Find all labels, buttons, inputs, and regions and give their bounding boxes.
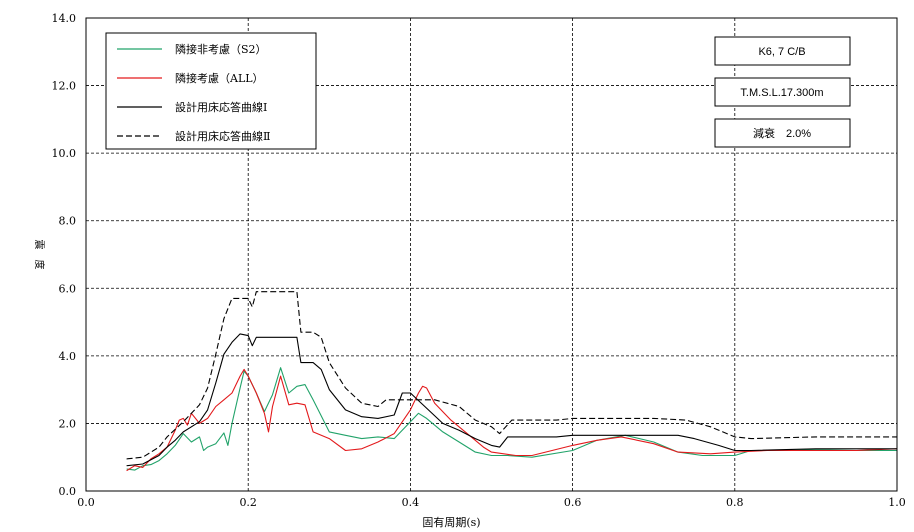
y-tick-label: 0.0 xyxy=(59,485,77,498)
y-tick-label: 8.0 xyxy=(59,215,77,228)
y-tick-label: 2.0 xyxy=(59,417,77,430)
series-line-3 xyxy=(126,333,897,467)
x-tick-label: 0.4 xyxy=(402,496,420,509)
axes: 0.0 0.2 0.4 0.6 0.8 1.0 0.0 2.0 4.0 6.0 8.0 10.0 12.… xyxy=(33,12,906,529)
series-line-4 xyxy=(126,291,897,460)
legend: 隣接非考慮（S2） 隣接考慮（ALL） 設計用床応答曲線Ⅰ 設計用床応答曲線Ⅱ xyxy=(105,32,317,150)
plot-frame xyxy=(85,17,898,492)
series-line-1 xyxy=(126,367,897,471)
y-axis-label: 震 度 xyxy=(33,240,46,270)
x-tick-label: 0.8 xyxy=(726,496,744,509)
legend-label: 隣接考慮（ALL） xyxy=(175,71,264,85)
y-tick-label: 4.0 xyxy=(59,350,77,363)
legend-label: 隣接非考慮（S2） xyxy=(175,42,267,56)
x-tick-label: 0.0 xyxy=(77,496,95,509)
series-lines xyxy=(126,291,898,472)
y-tick-label: 10.0 xyxy=(52,147,77,160)
info-boxes: K6, 7 C/B T.M.S.L.17.300m 減衰 2.0% xyxy=(714,36,851,148)
legend-label: 設計用床応答曲線Ⅱ xyxy=(175,129,270,143)
info-box-text: T.M.S.L.17.300m xyxy=(740,87,823,99)
info-box-text: 減衰 2.0% xyxy=(753,126,811,140)
y-tick-label: 12.0 xyxy=(52,80,77,93)
x-tick-label: 0.2 xyxy=(239,496,257,509)
y-tick-label: 6.0 xyxy=(59,282,77,295)
info-box xyxy=(714,36,851,66)
x-tick-label: 0.6 xyxy=(564,496,582,509)
x-tick-label: 1.0 xyxy=(888,496,906,509)
series-line-2 xyxy=(126,368,898,472)
info-box-text: K6, 7 C/B xyxy=(758,46,805,58)
legend-label: 設計用床応答曲線Ⅰ xyxy=(175,100,267,114)
x-axis-label: 固有周期(s) xyxy=(422,515,480,529)
legend-box xyxy=(105,32,317,150)
info-box xyxy=(714,77,851,107)
info-box xyxy=(714,118,851,148)
y-tick-label: 14.0 xyxy=(52,12,77,25)
